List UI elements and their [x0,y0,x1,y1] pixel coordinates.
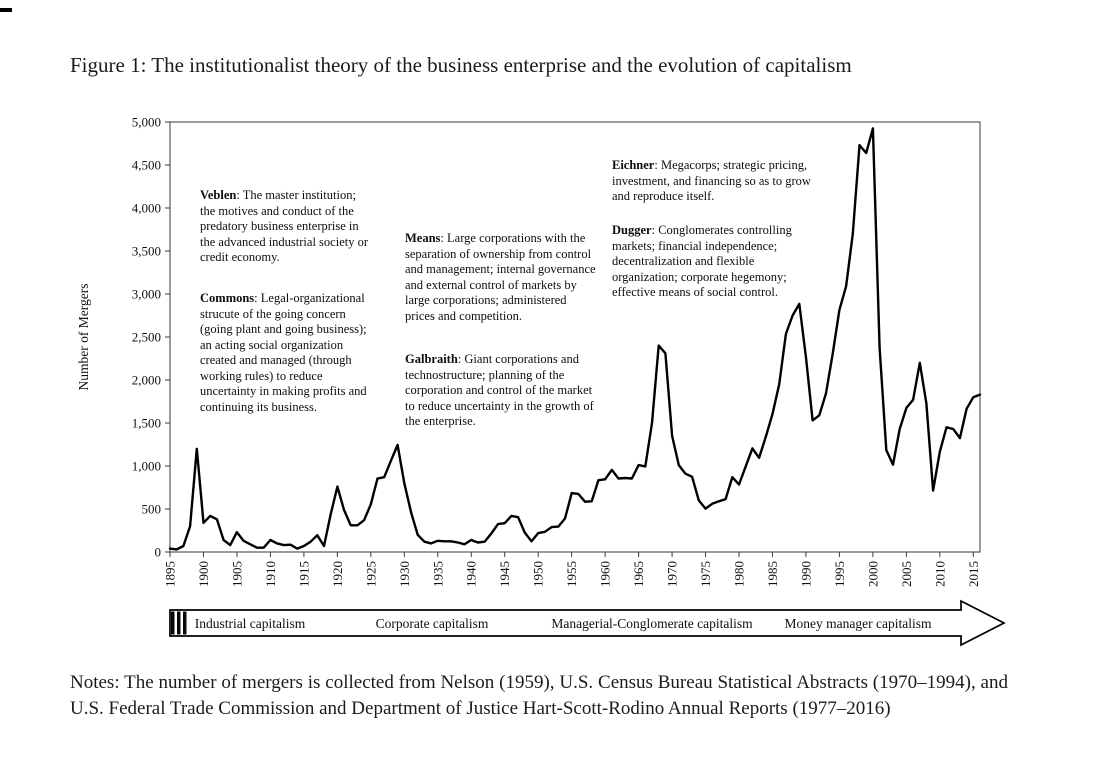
x-tick-label: 2010 [932,561,947,587]
x-tick-label: 1970 [665,561,680,587]
annotation-means: Means: Large corporations with the separ… [405,231,597,324]
y-tick-label: 3,000 [132,287,161,302]
y-tick-label: 2,500 [132,330,161,345]
figure-caption: Figure 1: The institutionalist theory of… [70,53,852,77]
y-tick-label: 3,500 [132,244,161,259]
figure-notes: Notes: The number of mergers is collecte… [70,672,1008,719]
arrow-shape [169,599,1006,647]
arrow-hatch-bar [177,611,181,635]
x-tick-label: 1965 [631,561,646,587]
annotation-dugger: Dugger: Conglomerates controlling market… [612,223,822,301]
annotation-separator: : [440,231,448,245]
era-corporate-capitalism: Corporate capitalism [375,616,489,631]
annotation-author: Commons [200,291,255,305]
annotation-author: Eichner [612,158,655,172]
x-tick-label: 1940 [464,561,479,587]
annotation-text: Large corporations with the separation o… [405,231,596,323]
x-tick-label: 1900 [196,561,211,587]
x-tick-label: 1925 [363,561,378,587]
mergers-line-chart: 0 500 1,000 1,500 2,000 2,500 3,000 3,500 4,000 4… [132,115,982,587]
y-tick-label: 2,000 [132,373,161,388]
annotation-text: Conglomerates controlling markets; finan… [612,223,792,299]
x-tick-label: 2005 [899,561,914,587]
y-tick-label: 4,000 [132,201,161,216]
annotation-text: Legal-organizational strucute of the goi… [200,291,367,414]
x-tick-label: 1930 [397,561,412,587]
era-money-manager-capitalism: Money manager capitalism [784,616,932,631]
y-tick-label: 5,000 [132,115,161,130]
x-tick-label: 1975 [698,561,713,587]
x-tick-label: 1985 [765,561,780,587]
annotation-author: Galbraith [405,352,458,366]
annotation-separator: : [651,223,659,237]
annotation-commons: Commons: Legal-organizational strucute o… [200,291,380,415]
mergers-series-line [168,127,982,551]
x-tick-label: 1910 [263,561,278,587]
annotation-galbraith: Galbraith: Giant corporations and techno… [405,352,601,430]
x-tick-label: 1935 [430,561,445,587]
x-tick-label: 1915 [296,561,311,587]
x-tick-label: 1955 [564,561,579,587]
x-tick-label: 2000 [865,561,880,587]
x-tick-label: 1950 [531,561,546,587]
arrow-hatch-bar [171,611,175,635]
annotation-text: Giant corporations and technostructure; … [405,352,594,428]
x-tick-label: 1980 [732,561,747,587]
annotation-separator: : [457,352,465,366]
x-tick-label: 1960 [598,561,613,587]
y-tick-label: 500 [142,502,162,517]
annotation-eichner: Eichner: Megacorps; strategic pricing, i… [612,158,830,205]
y-tick-label: 1,000 [132,459,161,474]
annotation-author: Dugger [612,223,652,237]
annotation-text: Megacorps; strategic pricing, investment… [612,158,811,203]
x-tick-label: 1990 [798,561,813,587]
annotation-veblen: Veblen: The master institution; the moti… [200,188,370,266]
x-tick-label: 1995 [832,561,847,587]
era-managerial-conglomerate-capitalism: Managerial-Conglomerate capitalism [551,616,753,631]
timeline-arrow [169,599,1006,647]
x-tick-label: 2015 [966,561,981,587]
y-tick-label: 0 [155,545,162,560]
annotation-text: The master institution; the motives and … [200,188,368,264]
annotation-separator: : [254,291,261,305]
x-tick-label: 1895 [163,561,178,587]
era-industrial-capitalism: Industrial capitalism [194,616,306,631]
x-tick-label: 1905 [229,561,244,587]
x-tick-label: 1920 [330,561,345,587]
crop-artifact [0,8,12,12]
annotation-separator: : [654,158,661,172]
y-tick-label: 1,500 [132,416,161,431]
y-tick-label: 4,500 [132,158,161,173]
annotation-author: Means [405,231,441,245]
annotation-author: Veblen [200,188,237,202]
arrow-hatch-bar [183,611,187,635]
annotation-separator: : [236,188,243,202]
x-tick-label: 1945 [497,561,512,587]
